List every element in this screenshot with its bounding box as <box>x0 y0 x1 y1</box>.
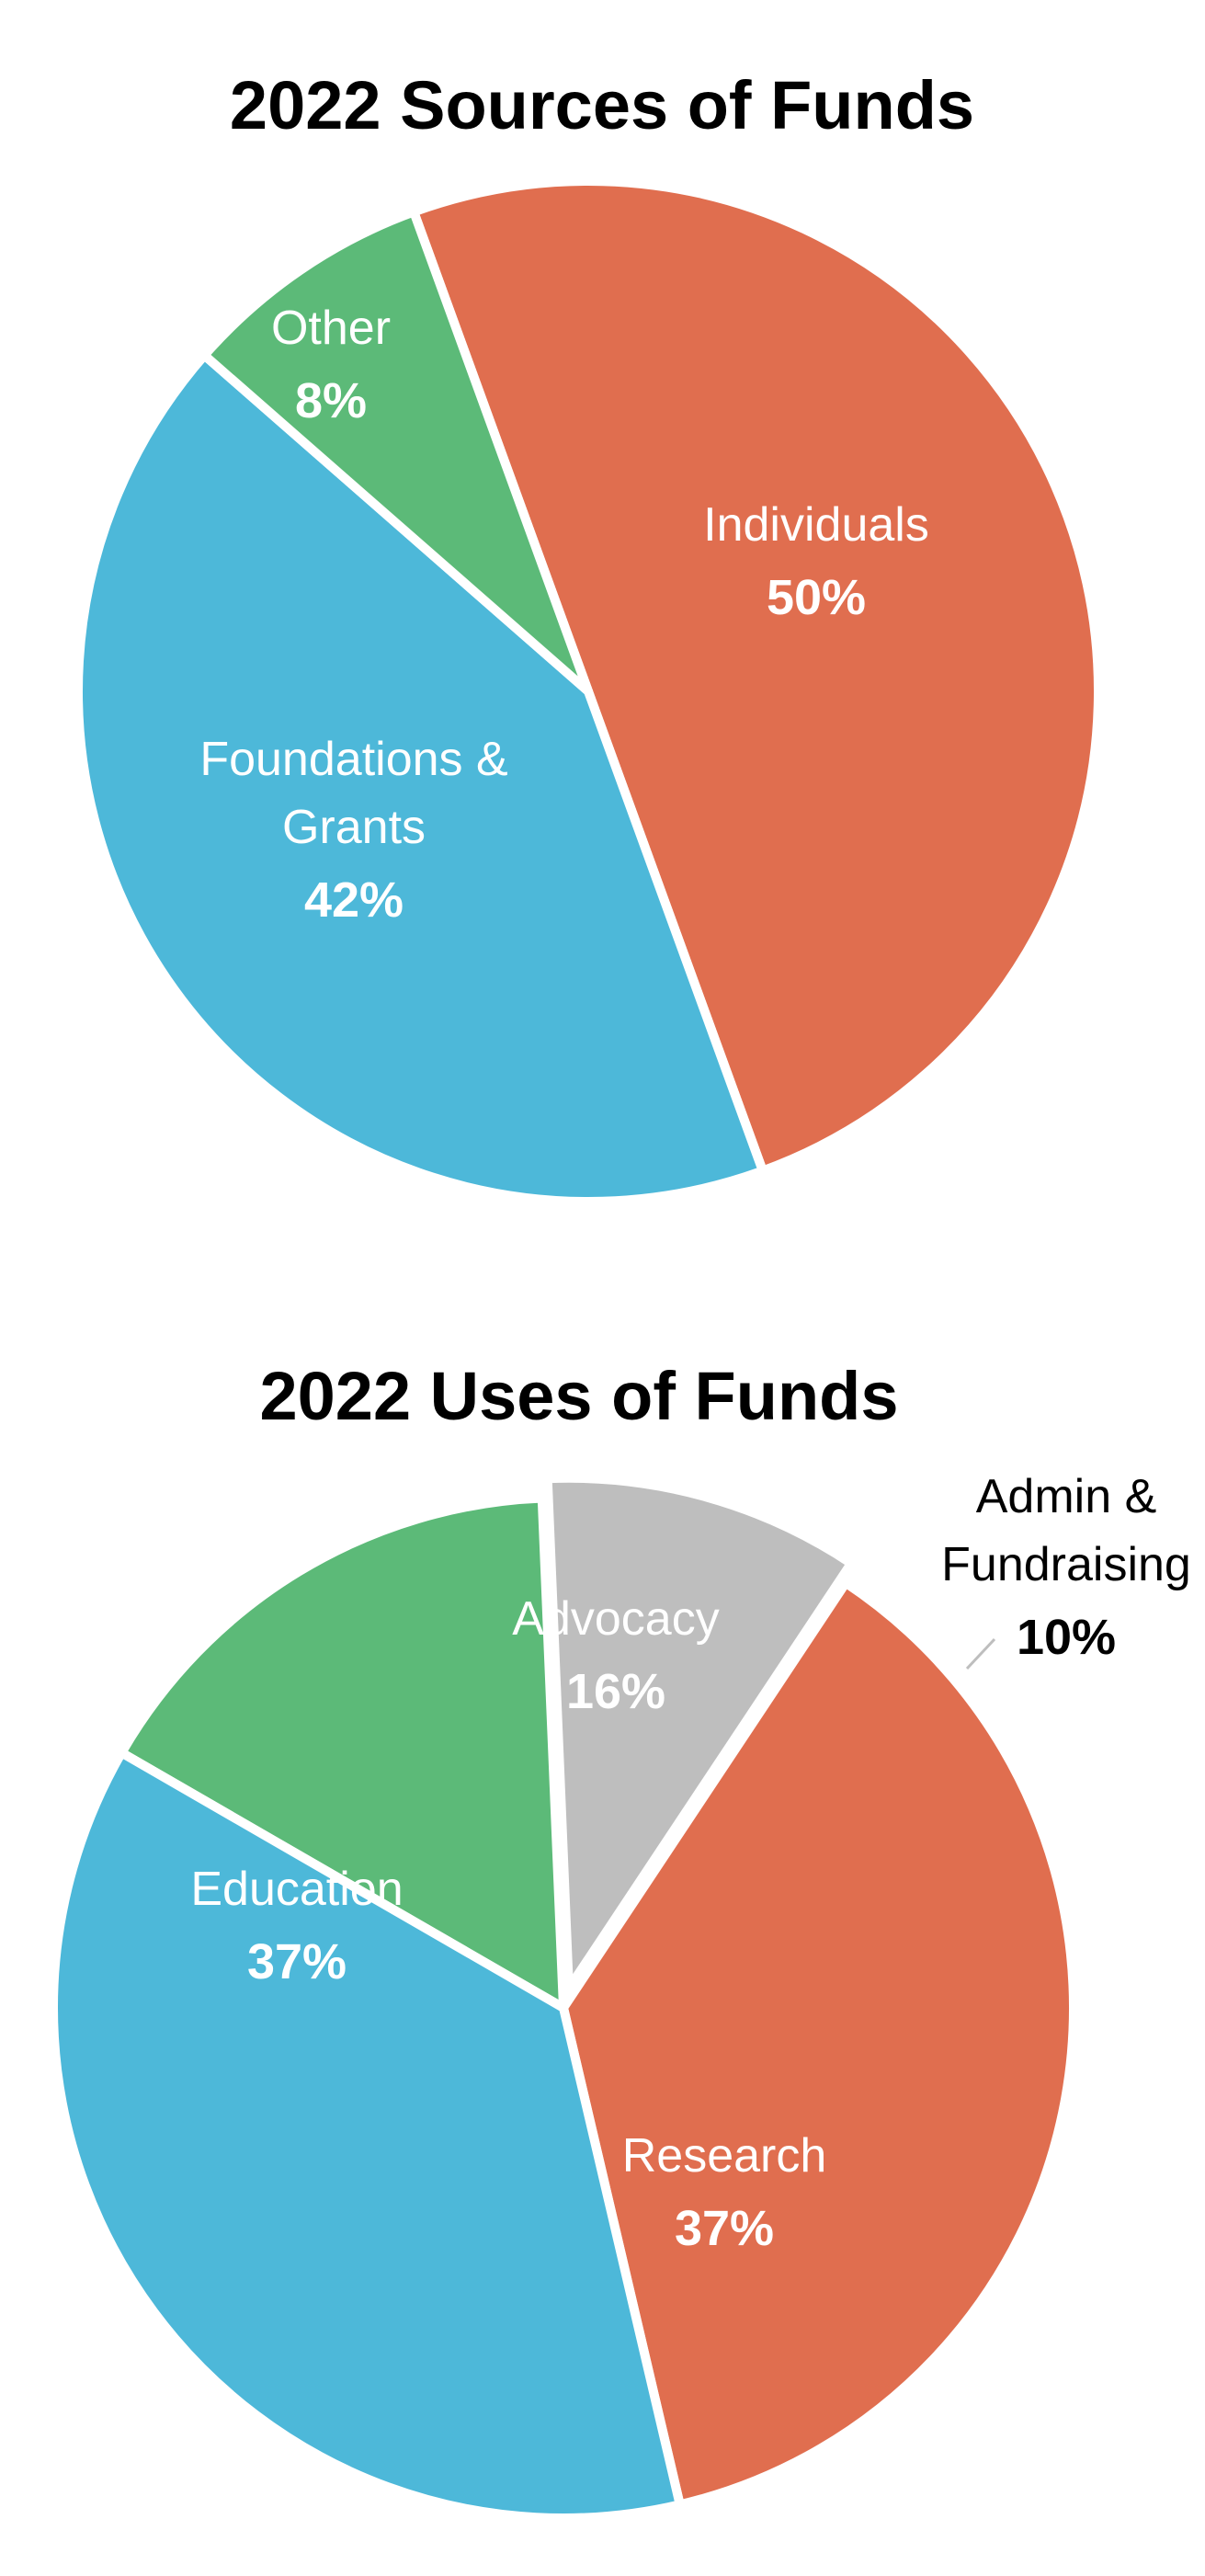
pie-slice <box>199 207 593 696</box>
slice-percent-label: 8% <box>295 373 367 428</box>
uses-of-funds-chart: 2022 Uses of Funds Advocacy 16% Admin & Fun… <box>49 1358 1191 2523</box>
pie-slice <box>117 1493 568 2012</box>
slice-label: Admin & <box>976 1470 1157 1523</box>
slice-label: Grants <box>282 801 426 854</box>
slice-percent-label: 50% <box>767 570 866 625</box>
slice-percent-label: 37% <box>675 2201 774 2256</box>
slice-percent-label: 37% <box>247 1934 347 1989</box>
pie-slice <box>542 1473 857 1993</box>
slice-percent-label: 42% <box>304 872 404 928</box>
slice-label: Other <box>271 302 391 355</box>
slice-label: Advocacy <box>512 1592 719 1646</box>
pie-slice <box>74 350 767 1206</box>
pie-slice <box>409 177 1103 1176</box>
slice-percent-label: 10% <box>1017 1610 1116 1665</box>
slice-label: Fundraising <box>941 1538 1191 1591</box>
slice-label: Foundations & <box>199 733 507 786</box>
label-leader-line <box>965 1637 996 1670</box>
sources-of-funds-chart: 2022 Sources of Funds Individuals 50% Foun… <box>74 67 1103 1206</box>
slice-label: Individuals <box>703 498 929 552</box>
slice-label: Education <box>190 1863 403 1916</box>
chart-title: 2022 Sources of Funds <box>230 67 974 143</box>
slice-percent-label: 16% <box>566 1664 665 1719</box>
pie-slice <box>559 1578 1079 2510</box>
chart-title: 2022 Uses of Funds <box>259 1358 898 1434</box>
pie-slice <box>49 1748 685 2523</box>
slice-label: Research <box>622 2129 827 2183</box>
